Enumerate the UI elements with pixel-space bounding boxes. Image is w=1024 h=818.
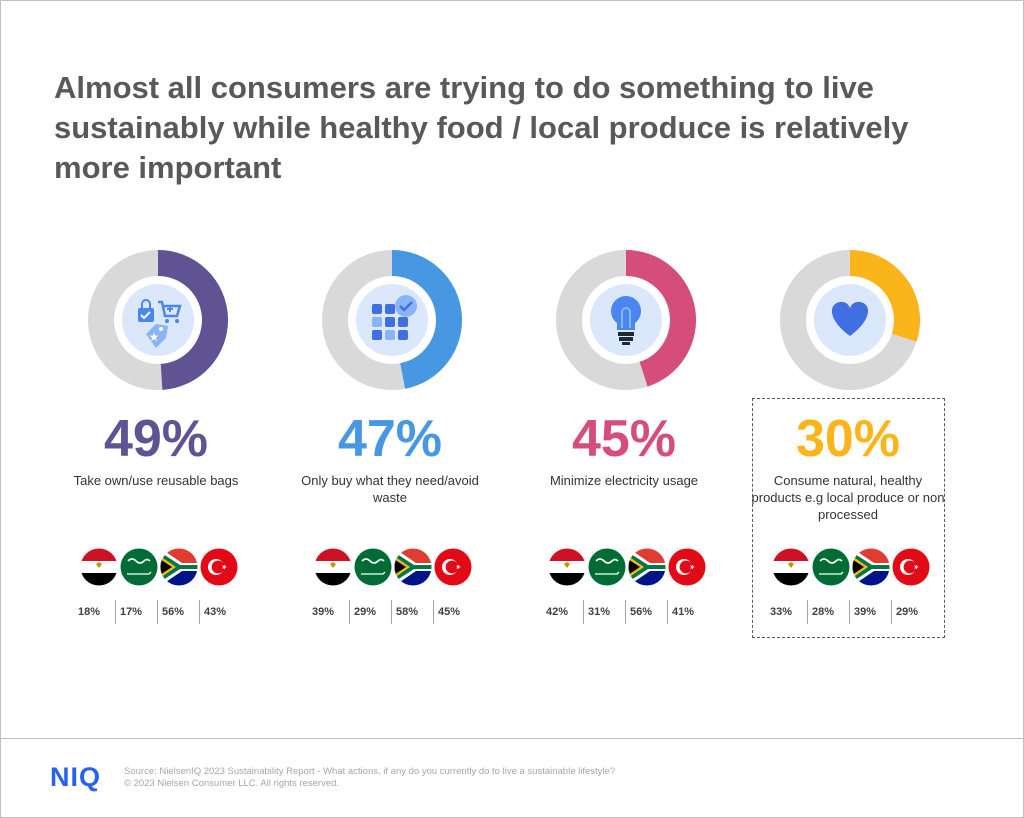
metric-description: Take own/use reusable bags: [73, 473, 239, 488]
egypt-flag: [314, 548, 352, 586]
value-separator: [115, 600, 116, 624]
source-note: Source: NielsenIQ 2023 Sustainability Re…: [124, 766, 615, 790]
metric-description: Minimize electricity usage: [549, 473, 699, 488]
value-separator: [891, 600, 892, 624]
country-value: 42%: [545, 606, 569, 618]
value-separator: [667, 600, 668, 624]
saudi-arabia-flag: [812, 548, 850, 586]
value-separator: [849, 600, 850, 624]
country-value: 58%: [395, 606, 419, 618]
percent-value: 47%: [337, 410, 443, 468]
country-value: 28%: [811, 606, 835, 618]
turkey-flag: [892, 548, 930, 586]
saudi-arabia-flag: [588, 548, 626, 586]
value-separator: [807, 600, 808, 624]
country-flags: [46, 548, 266, 588]
country-value: 39%: [311, 606, 335, 618]
country-value: 56%: [161, 606, 185, 618]
highlight-box: [752, 398, 945, 638]
country-values: 18% 17% 56% 43%: [46, 600, 266, 624]
heart-icon: [831, 301, 869, 336]
metric-column-avoid-waste: 47% Only buy what they need/avoid waste 39…: [280, 250, 500, 650]
country-value: 18%: [77, 606, 101, 618]
egypt-flag: [772, 548, 810, 586]
metric-column-electricity: 45% Minimize electricity usage 42% 31% 56% 41…: [514, 250, 734, 650]
percent-value: 30%: [795, 410, 901, 468]
country-value: 31%: [587, 606, 611, 618]
country-values: 33% 28% 39% 29%: [738, 600, 958, 624]
metric-description: Only buy what they need/avoid waste: [301, 473, 479, 505]
checklist-grid-icon: [372, 295, 417, 340]
country-value: 56%: [629, 606, 653, 618]
country-value: 39%: [853, 606, 877, 618]
donut-segment: [625, 250, 696, 387]
country-values: 42% 31% 56% 41%: [514, 600, 734, 624]
value-separator: [199, 600, 200, 624]
donut-chart: [322, 250, 462, 390]
turkey-flag: [434, 548, 472, 586]
icon-badge: [122, 284, 194, 356]
svg-text:★: ★: [149, 330, 160, 344]
country-value: 45%: [437, 606, 461, 618]
egypt-flag: [548, 548, 586, 586]
value-separator: [157, 600, 158, 624]
percent-value: 45%: [571, 410, 677, 468]
value-separator: [433, 600, 434, 624]
south-africa-flag: [628, 548, 666, 586]
metric-column-healthy-products: 30% Consume natural, healthy products e.g…: [738, 250, 958, 650]
footer-divider: [0, 738, 1024, 739]
south-africa-flag: [394, 548, 432, 586]
donut-chart: [780, 250, 920, 390]
country-flags: [514, 548, 734, 588]
south-africa-flag: [852, 548, 890, 586]
value-separator: [625, 600, 626, 624]
value-separator: [349, 600, 350, 624]
shopping-bag-cart-icon: ★: [138, 299, 182, 348]
country-flags: [738, 548, 958, 588]
donut-segment: [157, 250, 228, 390]
country-value: 29%: [895, 606, 919, 618]
saudi-arabia-flag: [120, 548, 158, 586]
lightbulb-icon: [611, 296, 641, 345]
country-value: 41%: [671, 606, 695, 618]
donut-chart: ★: [88, 250, 228, 390]
country-values: 39% 29% 58% 45%: [280, 600, 500, 624]
niq-logo: NIQ: [50, 762, 102, 792]
metric-column-reusable-bags: ★ 49% Take own/use reusable bags 18% 17% 56% 4…: [46, 250, 266, 650]
country-value: 29%: [353, 606, 377, 618]
country-flags: [280, 548, 500, 588]
metric-description: Consume natural, healthy products e.g lo…: [751, 473, 945, 522]
turkey-flag: [668, 548, 706, 586]
percent-value: 49%: [103, 410, 209, 468]
donut-segment: [849, 250, 920, 342]
source-text: Source: NielsenIQ 2023 Sustainability Re…: [124, 766, 616, 777]
country-value: 33%: [769, 606, 793, 618]
south-africa-flag: [160, 548, 198, 586]
donut-chart: [556, 250, 696, 390]
country-value: 17%: [119, 606, 143, 618]
donut-segment: [391, 250, 462, 389]
egypt-flag: [80, 548, 118, 586]
page-title: Almost all consumers are trying to do so…: [54, 70, 909, 185]
value-separator: [391, 600, 392, 624]
value-separator: [583, 600, 584, 624]
turkey-flag: [200, 548, 238, 586]
country-value: 43%: [203, 606, 227, 618]
saudi-arabia-flag: [354, 548, 392, 586]
copyright-text: © 2023 Nielsen Consumer LLC. All rights …: [124, 778, 340, 789]
